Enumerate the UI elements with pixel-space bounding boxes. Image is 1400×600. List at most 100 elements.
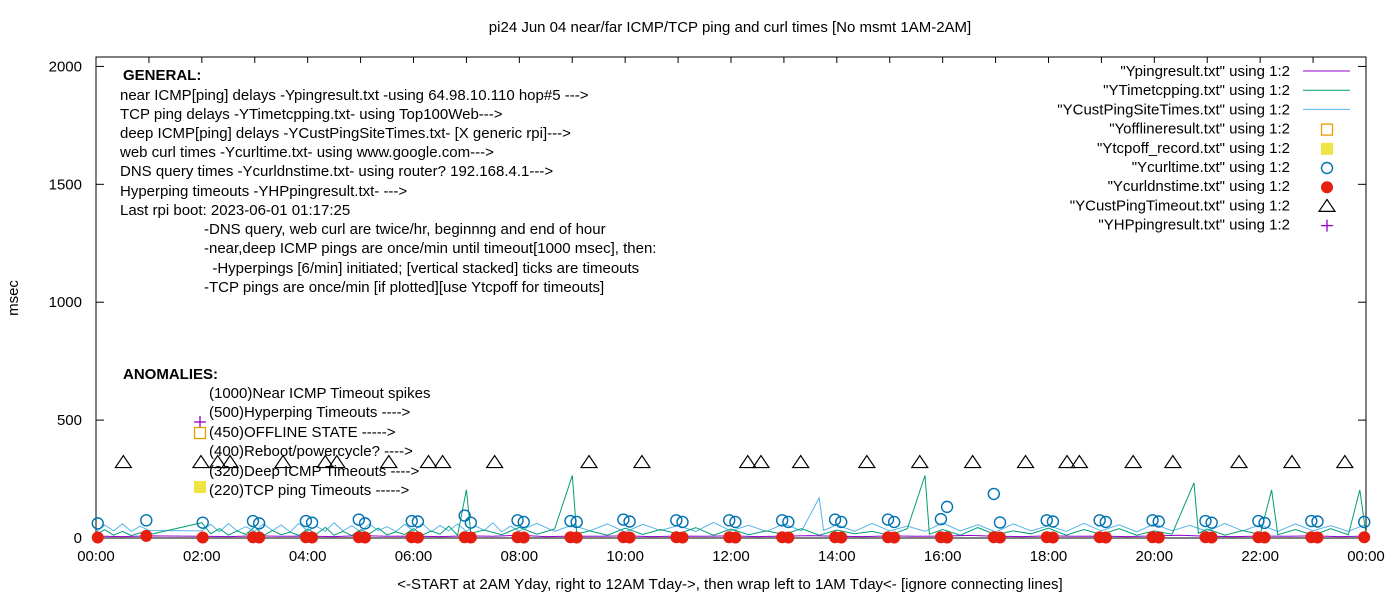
data-point (1358, 515, 1371, 529)
annotations: GENERAL: near ICMP[ping] delays -Ypingre… (119, 67, 656, 499)
anomaly-line: (1000)Near ICMP Timeout spikes (209, 385, 430, 402)
x-tick-label: 08:00 (501, 548, 539, 565)
x-tick-label: 00:00 (1347, 548, 1385, 565)
data-point (1258, 516, 1271, 530)
general-line: DNS query times -Ycurldnstime.txt- using… (120, 163, 553, 180)
data-point (358, 517, 372, 530)
series-5 (91, 487, 1371, 530)
data-point (723, 514, 736, 527)
data-point (738, 454, 757, 469)
x-tick-label: 18:00 (1030, 548, 1068, 565)
chart-title: pi24 Jun 04 near/far ICMP/TCP ping and c… (489, 19, 971, 36)
data-point (1205, 531, 1218, 544)
legend-marker-icon (1321, 142, 1333, 155)
data-point (220, 454, 240, 469)
data-point (191, 454, 211, 469)
legend-marker-icon (1320, 123, 1334, 136)
data-point (888, 531, 901, 544)
plus-marker-icon (194, 416, 206, 428)
data-point (1152, 515, 1165, 528)
data-point (1335, 454, 1354, 469)
data-point (828, 513, 842, 526)
data-point (1040, 514, 1053, 527)
data-point (316, 454, 335, 469)
data-point (1016, 454, 1035, 469)
data-point (140, 529, 153, 542)
data-point (411, 515, 425, 528)
data-point (941, 531, 954, 544)
data-point (196, 516, 209, 529)
data-point (1146, 514, 1159, 527)
data-point (1258, 531, 1271, 544)
data-point (751, 454, 771, 469)
data-point (91, 517, 104, 530)
anomaly-line: (320)Deep ICMP Timeouts ----> (209, 463, 419, 480)
data-point (327, 454, 346, 469)
data-point (570, 531, 583, 544)
data-point (676, 515, 689, 529)
data-point (306, 531, 319, 544)
y-tick-label: 1000 (49, 294, 82, 311)
legend-label: "YTimetcpping.txt" using 1:2 (1103, 82, 1290, 99)
data-point (940, 500, 954, 514)
data-point (1124, 454, 1143, 469)
data-point (570, 515, 583, 529)
data-point (485, 454, 504, 469)
general-line: deep ICMP[ping] delays -YCustPingSiteTim… (120, 125, 571, 142)
series-6 (91, 529, 1371, 544)
data-point (835, 515, 848, 529)
note-line: -TCP pings are once/min [if plotted][use… (204, 279, 604, 296)
data-point (1057, 454, 1077, 469)
x-tick-label: 16:00 (924, 548, 962, 565)
data-point (729, 515, 742, 529)
data-point (1229, 454, 1249, 469)
general-line: Hyperping timeouts -YHPpingresult.txt- -… (120, 183, 407, 200)
note-line: -Hyperpings [6/min] initiated; [vertical… (204, 260, 639, 277)
data-point (579, 454, 599, 469)
data-point (517, 531, 530, 544)
data-point (379, 454, 398, 469)
legend-marker-icon (1321, 219, 1333, 232)
legend-label: "Ycurldnstime.txt" using 1:2 (1108, 178, 1290, 195)
anomalies-heading: ANOMALIES: (123, 366, 218, 383)
data-point (1305, 514, 1318, 528)
data-point (775, 514, 789, 527)
data-point (1199, 514, 1212, 528)
y-tick-label: 500 (57, 412, 82, 429)
data-point (1099, 515, 1113, 529)
x-tick-label: 14:00 (818, 548, 856, 565)
data-point (273, 454, 293, 469)
data-point (1358, 531, 1371, 544)
data-point (782, 531, 795, 544)
x-tick-label: 06:00 (395, 548, 433, 565)
x-tick-label: 22:00 (1241, 548, 1279, 565)
data-point (835, 531, 848, 544)
data-point (1252, 514, 1265, 528)
legend-marker-icon (1320, 161, 1334, 175)
x-tick-label: 00:00 (77, 548, 115, 565)
axes: 0 500 1000 1500 2000 00:00 02:00 04:00 06:00 08:0… (49, 56, 1385, 565)
y-tick-label: 2000 (49, 58, 82, 75)
data-point (91, 531, 104, 544)
data-point (208, 454, 227, 469)
data-point (464, 516, 478, 529)
series-line (95, 475, 1367, 537)
data-point (623, 515, 636, 528)
legend-label: "YCustPingSiteTimes.txt" using 1:2 (1057, 101, 1290, 118)
data-point (458, 509, 471, 522)
data-point (782, 515, 795, 529)
data-point (1046, 515, 1060, 528)
legend-label: "Ypingresult.txt" using 1:2 (1120, 63, 1290, 80)
y-tick-label: 0 (74, 530, 82, 547)
data-point (517, 515, 530, 529)
data-point (617, 513, 630, 526)
anomaly-line: (450)OFFLINE STATE -----> (209, 424, 396, 441)
x-tick-label: 12:00 (712, 548, 750, 565)
data-point (1099, 531, 1112, 544)
data-point (433, 454, 452, 469)
data-point (881, 513, 895, 526)
data-point (405, 514, 418, 528)
data-point (299, 514, 313, 528)
data-point (1311, 531, 1324, 544)
